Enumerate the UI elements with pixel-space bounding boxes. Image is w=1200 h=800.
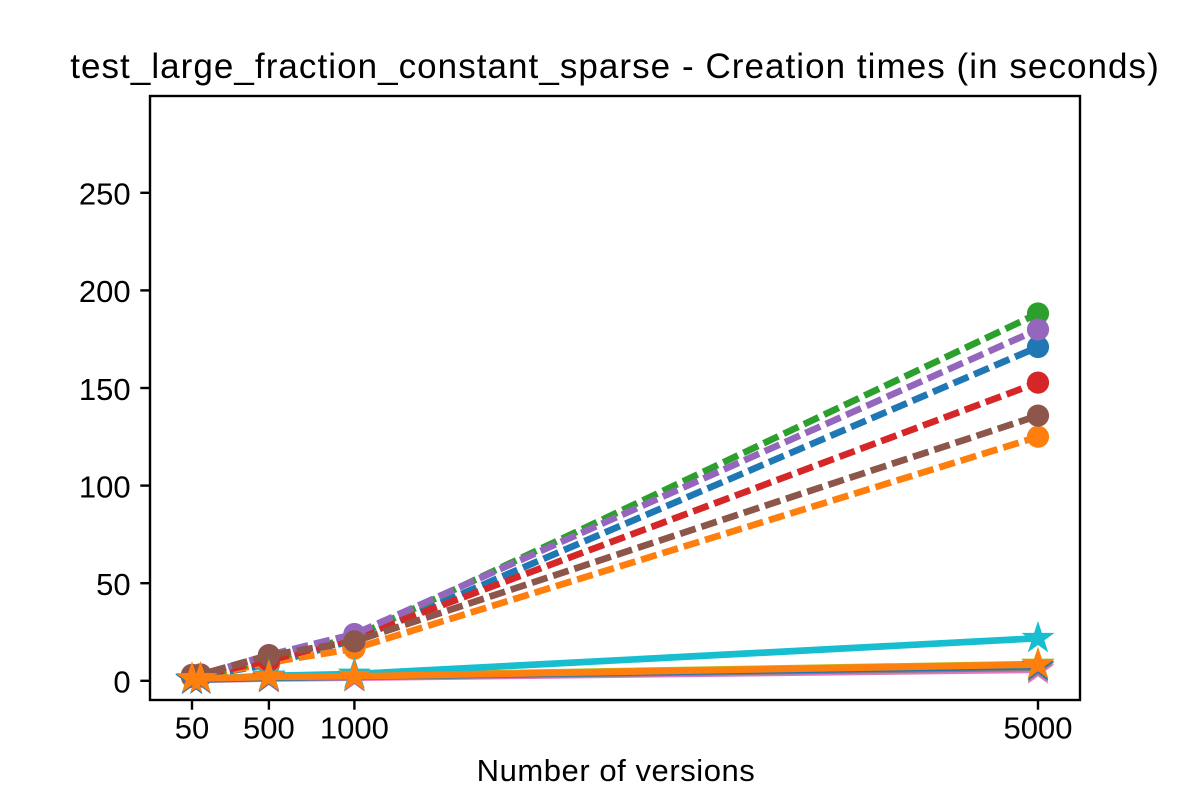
svg-text:test_large_fraction_constant_s: test_large_fraction_constant_sparse - Cr… bbox=[70, 47, 1160, 86]
svg-text:500: 500 bbox=[243, 711, 295, 746]
svg-text:0: 0 bbox=[113, 665, 130, 700]
svg-text:100: 100 bbox=[79, 469, 131, 504]
svg-text:150: 150 bbox=[79, 372, 131, 407]
svg-text:5000: 5000 bbox=[1004, 711, 1073, 746]
svg-text:Number of versions: Number of versions bbox=[477, 753, 756, 788]
svg-text:200: 200 bbox=[79, 274, 131, 309]
svg-text:1000: 1000 bbox=[320, 711, 389, 746]
svg-text:50: 50 bbox=[96, 567, 130, 602]
svg-text:50: 50 bbox=[175, 711, 209, 746]
svg-text:250: 250 bbox=[79, 177, 131, 212]
